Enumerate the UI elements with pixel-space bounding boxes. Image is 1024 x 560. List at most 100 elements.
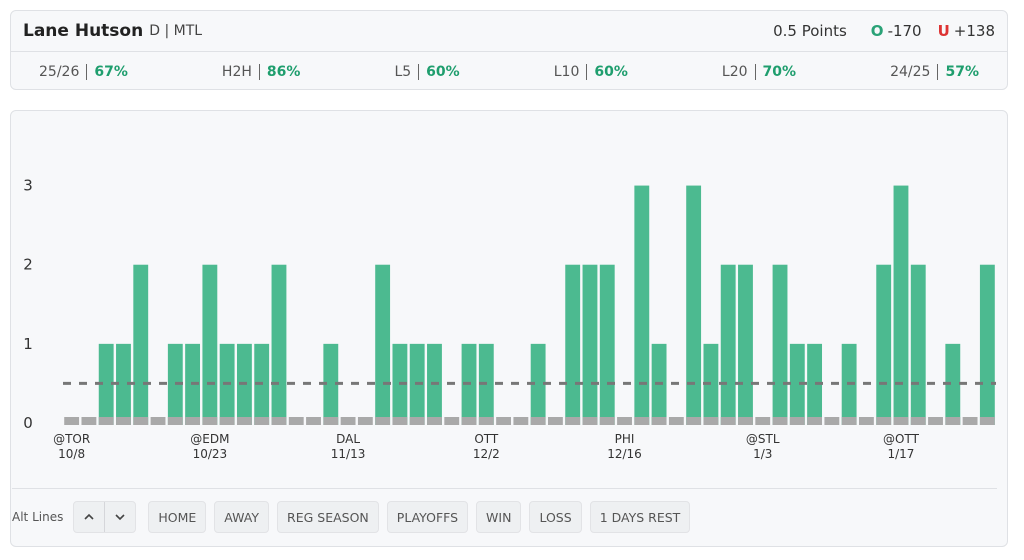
y-tick-label: 0 — [23, 414, 33, 432]
bar-base — [720, 417, 736, 425]
bar — [340, 417, 356, 425]
bar — [858, 417, 874, 425]
bar — [582, 264, 598, 425]
bar — [202, 264, 218, 425]
bar-base — [530, 417, 546, 425]
filter-button[interactable]: PLAYOFFS — [386, 501, 469, 533]
bar-base — [375, 417, 391, 425]
stat: L5 60% — [394, 63, 460, 80]
x-tick-date: 1/17 — [887, 447, 914, 461]
bar — [738, 264, 753, 425]
filter-button[interactable]: WIN — [476, 501, 522, 533]
alt-line-down[interactable] — [104, 502, 135, 532]
stat: 25/26 67% — [39, 63, 128, 80]
x-tick-date: 10/23 — [193, 447, 228, 461]
bar — [599, 264, 615, 425]
bar-base — [807, 417, 823, 425]
bar — [150, 417, 166, 425]
bar — [789, 343, 805, 425]
bar-base — [686, 417, 702, 425]
bar — [910, 264, 926, 425]
stat-value: 60% — [426, 63, 460, 80]
bar — [98, 343, 114, 425]
bar-base — [461, 417, 477, 425]
bar — [720, 264, 736, 425]
bar-base — [133, 417, 149, 425]
bar — [444, 417, 460, 425]
filter-button[interactable]: AWAY — [214, 501, 270, 533]
bar-base — [789, 417, 805, 425]
bar-base — [254, 417, 270, 425]
position: D | MTL — [149, 23, 203, 39]
bar — [271, 264, 287, 425]
bar-base — [565, 417, 581, 425]
bar — [876, 264, 892, 425]
bar-base — [945, 417, 961, 425]
bar — [686, 185, 702, 425]
bar-base — [910, 417, 926, 425]
bar-base — [167, 417, 183, 425]
bar — [893, 185, 909, 425]
filter-button[interactable]: HOME — [148, 501, 207, 533]
bar-base — [219, 417, 235, 425]
x-tick-label: @OTT — [883, 432, 920, 446]
y-tick-label: 1 — [23, 335, 33, 353]
over-label[interactable]: O — [870, 22, 884, 40]
bar-base — [893, 417, 909, 425]
header: Lane Hutson D | MTL 0.5 Points O -170 U … — [11, 11, 1007, 52]
stat: H2H 86% — [221, 63, 300, 80]
bar — [634, 185, 650, 425]
bar — [513, 417, 529, 425]
stat-value: 57% — [945, 63, 979, 80]
bar — [945, 343, 961, 425]
under-odds[interactable]: +138 — [953, 22, 995, 40]
bar-base — [876, 417, 892, 425]
bar-base — [478, 417, 494, 425]
bar-base — [116, 417, 131, 425]
stats-row: 25/26 67% H2H 86% L5 60% L10 60% L20 70% 24/25 57% — [11, 52, 1007, 91]
x-tick-date: 10/8 — [58, 447, 85, 461]
x-tick-date: 1/3 — [753, 447, 772, 461]
bar — [979, 264, 995, 425]
bar — [116, 343, 131, 425]
under-label[interactable]: U — [937, 22, 950, 40]
bar — [962, 417, 978, 425]
stat: L10 60% — [553, 63, 628, 80]
chart-card — [10, 110, 1008, 547]
bar-base — [979, 417, 995, 425]
filter-button[interactable]: LOSS — [529, 501, 582, 533]
bar — [530, 343, 546, 425]
stat: 24/25 57% — [890, 63, 979, 80]
x-tick-date: 12/2 — [473, 447, 500, 461]
player-name: Lane Hutson — [23, 21, 144, 41]
stat-value: 70% — [762, 63, 797, 80]
y-tick-label: 2 — [23, 256, 33, 274]
stat-label: H2H — [221, 63, 260, 80]
x-tick-label: PHI — [615, 432, 635, 446]
bar — [81, 417, 97, 425]
bar-base — [738, 417, 753, 425]
filter-button[interactable]: 1 DAYS REST — [589, 501, 691, 533]
stat-value: 60% — [594, 63, 628, 80]
bar-base — [409, 417, 425, 425]
bar-base — [634, 417, 650, 425]
bar-base — [323, 417, 339, 425]
x-tick-label: @TOR — [53, 432, 90, 446]
over-odds[interactable]: -170 — [887, 22, 922, 40]
bar — [547, 417, 563, 425]
y-tick-label: 3 — [23, 177, 33, 195]
alt-lines-stepper — [73, 501, 137, 533]
bar — [772, 264, 788, 425]
bar — [288, 417, 304, 425]
alt-lines-label: Alt Lines — [12, 510, 64, 524]
alt-line-up[interactable] — [74, 502, 104, 532]
bar-base — [651, 417, 667, 425]
bar-base — [271, 417, 287, 425]
bar-base — [392, 417, 408, 425]
bar — [133, 264, 149, 425]
bar-base — [427, 417, 442, 425]
bar — [824, 417, 840, 425]
x-tick-label: DAL — [336, 432, 360, 446]
filter-button[interactable]: REG SEASON — [277, 501, 379, 533]
